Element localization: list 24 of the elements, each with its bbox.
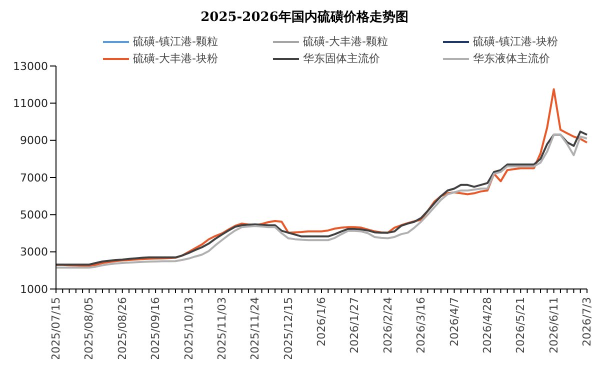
y-tick-label: 1000 [20,282,48,296]
x-tick-label: 2026/4/28 [480,297,494,354]
y-tick-label: 9000 [20,134,48,148]
legend-label: 华东固体主流价 [303,51,380,66]
legend-label: 硫磺-大丰港-块粉 [133,51,218,66]
line-series [55,88,588,267]
x-tick-label: 2026/2/24 [381,297,394,354]
x-tick-label: 2026/6/11 [547,297,560,354]
y-tick-label: 7000 [20,171,48,184]
y-tick-label: 11000 [13,97,48,110]
legend-label: 硫磺-镇江港-块粉 [473,34,558,49]
x-tick-label: 2026/3/16 [414,297,428,354]
x-tick-label: 2026/1/6 [315,297,328,346]
legend-label: 硫磺-镇江港-颗粒 [133,34,218,49]
x-tick-label: 2026/7/3 [580,297,594,346]
x-tick-label: 2026/1/27 [348,297,362,354]
y-tick-label: 13000 [13,60,48,73]
x-tick-label: 2026/5/21 [514,297,528,354]
legend-label: 华东液体主流价 [473,51,550,66]
legend-label: 硫磺-大丰港-颗粒 [303,34,388,49]
y-tick-label: 3000 [20,246,48,259]
x-tick-label: 2026/4/7 [448,297,461,346]
y-tick-label: 5000 [20,208,48,222]
chart-title: 2025-2026年国内硫磺价格走势图 [200,8,410,27]
